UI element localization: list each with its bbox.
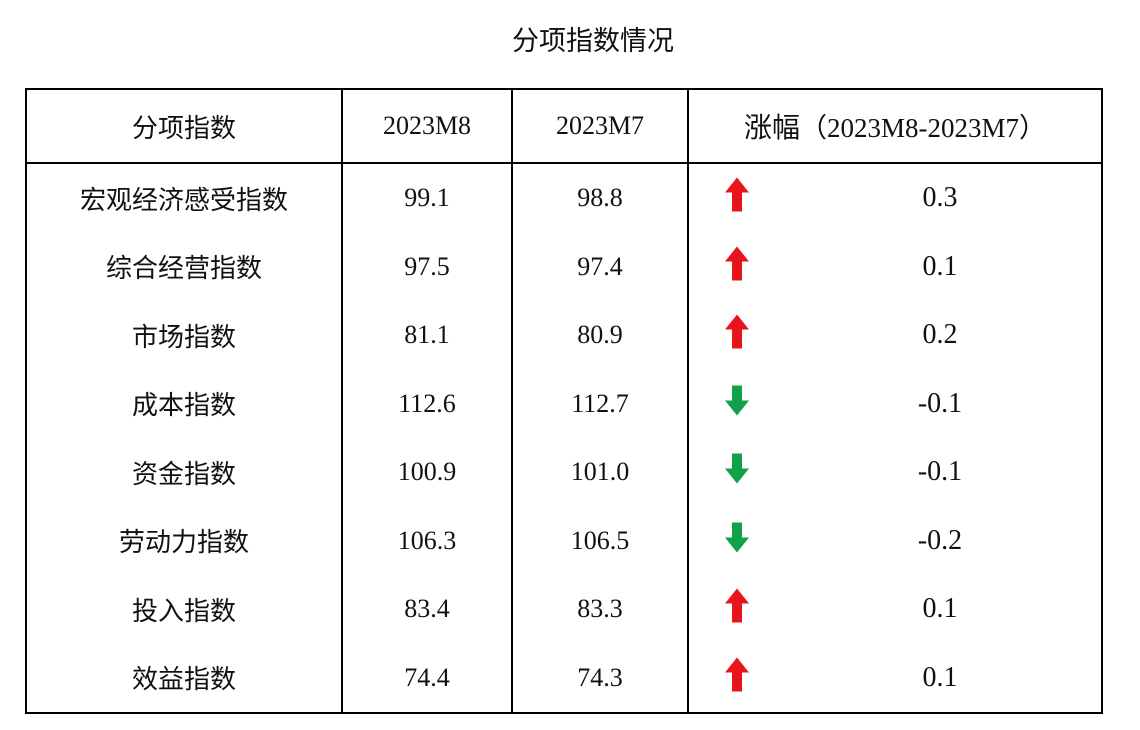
row-value-2023m8: 100.9 [341, 437, 513, 507]
row-value-2023m7: 106.5 [511, 506, 689, 575]
row-change-value: 0.1 [922, 593, 958, 625]
green-down-arrow-icon [725, 385, 749, 422]
row-change-value: -0.2 [917, 524, 963, 556]
green-down-arrow-icon [725, 453, 749, 491]
red-up-arrow-icon [725, 588, 749, 630]
row-index-name: 投入指数 [25, 574, 343, 644]
row-change-cell: 0.1 [687, 643, 1103, 713]
row-change-value: 0.1 [922, 661, 958, 693]
row-value-2023m7: 98.8 [511, 163, 689, 233]
red-up-arrow-icon [725, 657, 749, 698]
row-change-cell: -0.1 [687, 437, 1103, 507]
row-change-cell: 0.1 [687, 574, 1103, 644]
row-change-cell: 0.3 [687, 163, 1103, 233]
red-up-arrow-icon [725, 177, 749, 219]
row-value-2023m8: 74.4 [341, 643, 513, 713]
red-up-arrow-icon [725, 246, 749, 287]
green-down-arrow-icon [725, 522, 749, 559]
table-row: 市场指数 81.1 80.9 0.2 [25, 300, 1103, 370]
row-value-2023m8: 106.3 [341, 506, 513, 575]
table-row: 资金指数 100.9 101.0 -0.1 [25, 437, 1103, 507]
row-change-value: 0.3 [922, 182, 958, 214]
row-value-2023m7: 83.3 [511, 574, 689, 644]
row-value-2023m7: 80.9 [511, 300, 689, 370]
row-value-2023m7: 101.0 [511, 437, 689, 507]
row-index-name: 市场指数 [25, 300, 343, 370]
row-value-2023m7: 74.3 [511, 643, 689, 713]
row-index-name: 效益指数 [25, 643, 343, 713]
header-change-label: 涨幅 [743, 111, 800, 144]
table-row: 劳动力指数 106.3 106.5 -0.2 [25, 506, 1103, 575]
red-up-arrow-icon [725, 314, 749, 356]
row-change-cell: 0.1 [687, 232, 1103, 301]
table-row: 效益指数 74.4 74.3 0.1 [25, 643, 1103, 713]
header-change-formula: （2023M8-2023M7） [800, 113, 1047, 143]
row-change-value: -0.1 [917, 387, 963, 419]
row-change-value: -0.1 [917, 456, 963, 488]
row-index-name: 资金指数 [25, 437, 343, 507]
page-title: 分项指数情况 [512, 26, 674, 57]
row-value-2023m8: 81.1 [341, 300, 513, 370]
header-2023m7: 2023M7 [511, 89, 689, 164]
row-change-cell: -0.2 [687, 506, 1103, 575]
table-row: 投入指数 83.4 83.3 0.1 [25, 574, 1103, 644]
row-change-cell: 0.2 [687, 300, 1103, 370]
row-value-2023m8: 97.5 [341, 232, 513, 301]
row-index-name: 综合经营指数 [25, 232, 343, 301]
row-value-2023m8: 83.4 [341, 574, 513, 644]
row-index-name: 成本指数 [25, 369, 343, 438]
table-row: 宏观经济感受指数 99.1 98.8 0.3 [25, 163, 1103, 233]
table-header-row: 分项指数 2023M8 2023M7 涨幅（2023M8-2023M7） [25, 89, 1103, 164]
row-value-2023m8: 99.1 [341, 163, 513, 233]
header-index: 分项指数 [25, 89, 343, 164]
index-table: 分项指数 2023M8 2023M7 涨幅（2023M8-2023M7） 宏观经… [25, 88, 1103, 714]
table-row: 综合经营指数 97.5 97.4 0.1 [25, 232, 1103, 301]
row-change-value: 0.1 [922, 250, 958, 282]
row-value-2023m7: 97.4 [511, 232, 689, 301]
row-change-cell: -0.1 [687, 369, 1103, 438]
table-row: 成本指数 112.6 112.7 -0.1 [25, 369, 1103, 438]
row-value-2023m8: 112.6 [341, 369, 513, 438]
row-value-2023m7: 112.7 [511, 369, 689, 438]
row-index-name: 宏观经济感受指数 [25, 163, 343, 233]
header-2023m8: 2023M8 [341, 89, 513, 164]
row-change-value: 0.2 [922, 319, 958, 351]
row-index-name: 劳动力指数 [25, 506, 343, 575]
header-change: 涨幅（2023M8-2023M7） [687, 89, 1103, 164]
